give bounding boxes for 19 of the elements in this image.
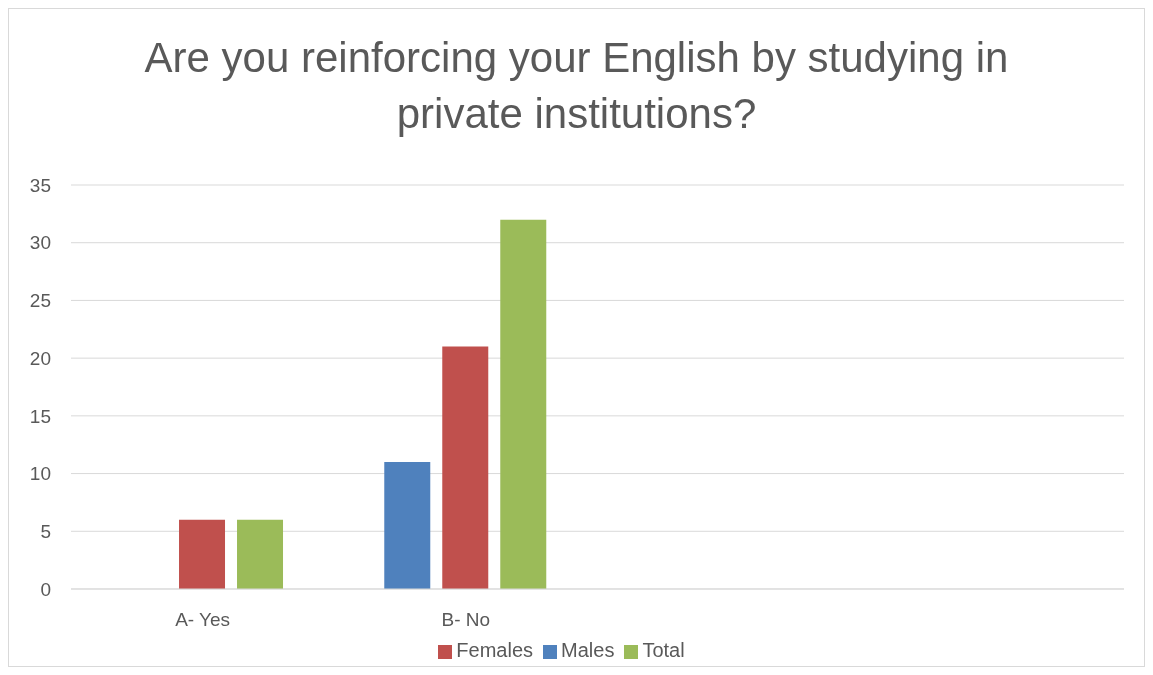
legend-label: Females (456, 639, 534, 661)
y-tick-label: 30 (29, 232, 51, 254)
y-tick-label: 35 (29, 174, 51, 196)
bar (179, 519, 226, 589)
y-tick-label: 0 (40, 578, 51, 600)
bar (384, 462, 431, 589)
y-tick-label: 15 (29, 405, 51, 427)
legend-label: Total (642, 639, 685, 661)
y-tick-label: 20 (29, 347, 51, 369)
y-tick-label: 10 (29, 463, 51, 485)
y-tick-label: 25 (29, 290, 51, 312)
x-tick-label: A- Yes (175, 609, 231, 631)
bar (442, 346, 489, 589)
bar (237, 519, 284, 589)
bar (500, 219, 547, 589)
chart-title: Are you reinforcing your English by studying in private institutions? (143, 33, 1010, 139)
legend-label: Males (561, 639, 615, 661)
x-tick-label: B- No (441, 609, 491, 631)
y-tick-label: 5 (40, 521, 51, 543)
